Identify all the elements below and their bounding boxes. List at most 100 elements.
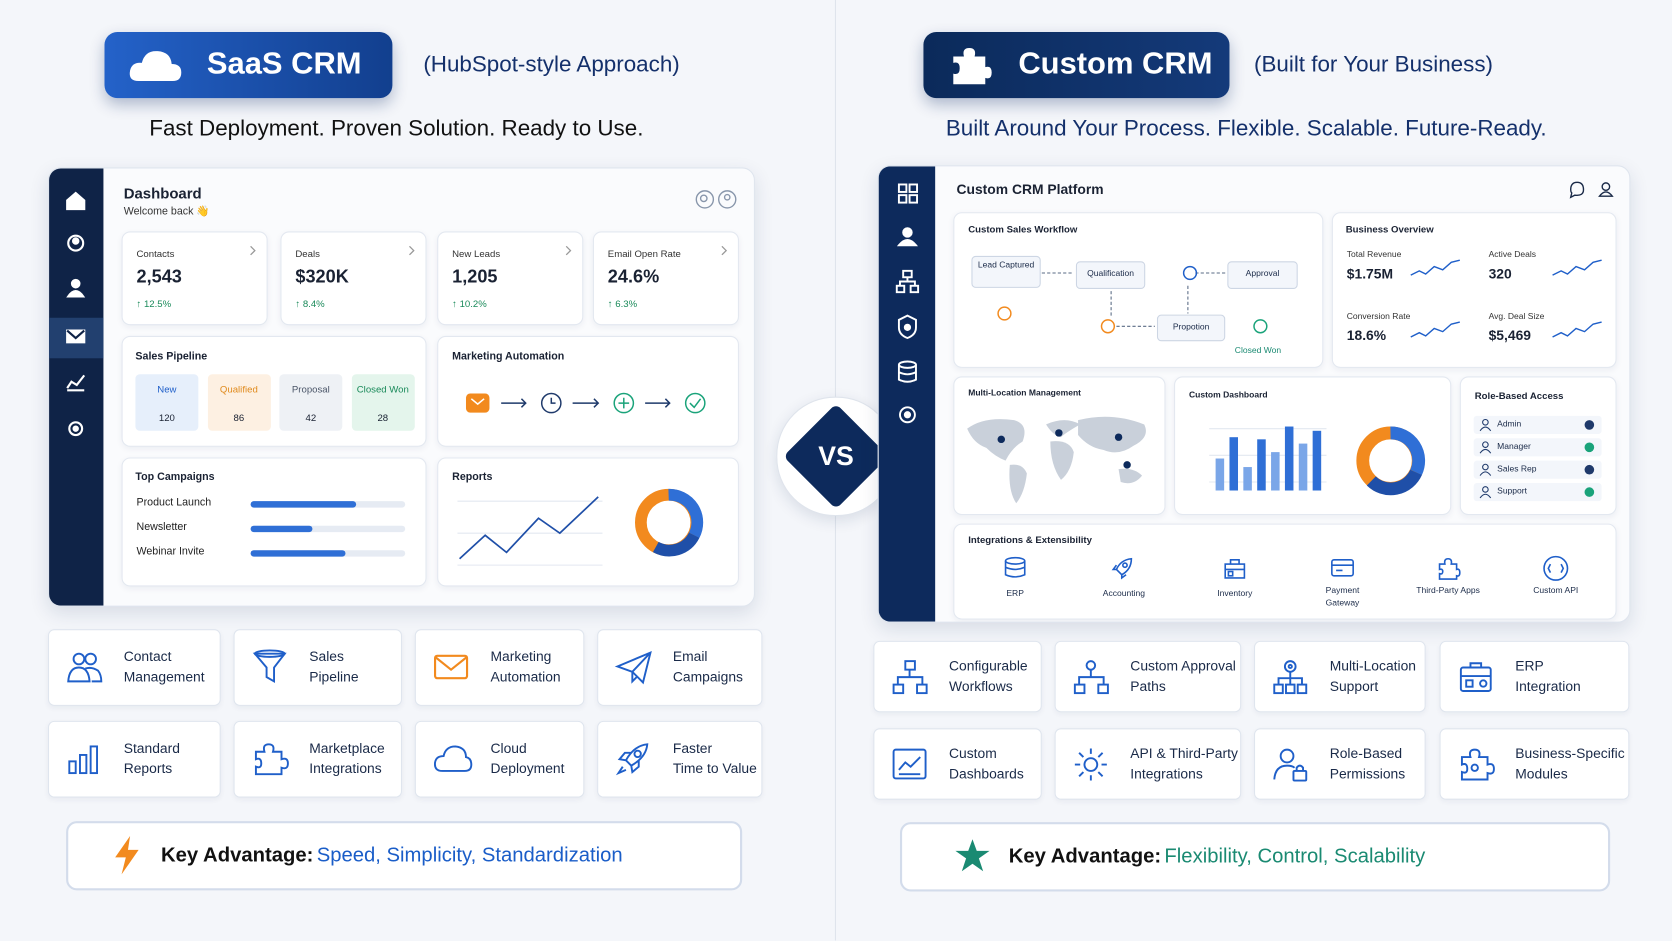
feature-label: Integrations	[1130, 765, 1203, 782]
adv-text: Flexibility, Control, Scalability	[1164, 845, 1426, 868]
tagline: Fast Deployment. Proven Solution. Ready …	[149, 116, 644, 141]
role-name: Admin	[1497, 419, 1522, 429]
campaign-bar	[250, 501, 357, 508]
feature-label: Workflows	[949, 677, 1013, 694]
stage-name: Closed Won	[356, 383, 409, 395]
feature-card: Configurable Workflows	[873, 640, 1042, 713]
sidebar-icons	[66, 191, 86, 437]
dash-title: Custom CRM Platform	[956, 181, 1104, 198]
feature-label: Integrations	[309, 760, 382, 777]
feature-icon	[67, 652, 103, 683]
role-name: Support	[1497, 486, 1528, 496]
role-check	[1584, 420, 1595, 430]
saas-advantage: Key Advantage: Speed, Simplicity, Standa…	[66, 821, 743, 891]
feature-icon	[252, 649, 287, 684]
metric-label: Conversion Rate	[1346, 311, 1411, 321]
automation-flow	[465, 392, 706, 414]
feature-icon	[615, 743, 649, 776]
kpi-card: New Leads 1,205 ↑ 10.2%	[437, 231, 584, 326]
stage-name: Qualified	[219, 383, 258, 395]
card-title: Custom Sales Workflow	[968, 223, 1078, 235]
badge-text: Custom CRM	[1018, 46, 1213, 82]
integration-icon	[1543, 555, 1569, 581]
feature-label: Sales	[309, 648, 344, 665]
chevron	[409, 245, 415, 256]
saas-badge: SaaS CRM	[104, 31, 393, 99]
star-icon	[955, 839, 990, 872]
campaigns-card: Top Campaigns Product Launch Newsletter Web…	[121, 457, 427, 587]
kpi-change: ↑ 6.3%	[607, 298, 638, 310]
feature-icon	[433, 745, 473, 772]
feature-card: ERP Integration	[1439, 640, 1630, 713]
feature-label: Paths	[1130, 677, 1166, 694]
feature-label: Campaigns	[672, 668, 743, 685]
stage: Proposal 42	[279, 374, 343, 431]
stage: Closed Won 28	[351, 374, 415, 431]
card-title: Sales Pipeline	[135, 350, 208, 363]
integration-label: ERP	[1006, 588, 1024, 599]
header-icons	[1569, 181, 1614, 199]
donut-mockup	[1356, 426, 1426, 496]
integration-label: Custom API	[1533, 585, 1579, 596]
workflow-card: Custom Sales Workflow Lead Captured Qualif…	[953, 212, 1324, 368]
chart-card: Custom Dashboard	[1174, 376, 1452, 516]
feature-label: Custom Approval	[1130, 657, 1236, 674]
node-label: Closed Won	[1234, 345, 1282, 356]
feature-label: API & Third-Party	[1130, 744, 1238, 761]
feature-icon	[1273, 659, 1308, 694]
stage-count: 120	[158, 412, 175, 424]
feature-icon	[1073, 659, 1109, 694]
automation-card: Marketing Automation	[437, 335, 739, 447]
feature-icon	[433, 654, 469, 680]
role-check	[1584, 464, 1595, 475]
feature-icon	[68, 745, 98, 775]
feature-label: Reports	[123, 760, 173, 777]
card-title: Marketing Automation	[452, 350, 565, 363]
role-name: Sales Rep	[1497, 463, 1537, 474]
feature-card: Contact Management	[47, 629, 221, 706]
feature-label: Role-Based	[1329, 744, 1403, 761]
tagline: Built Around Your Process. Flexible. Sca…	[945, 116, 1547, 141]
campaign-name: Newsletter	[136, 521, 187, 534]
feature-label: Cloud	[490, 740, 527, 757]
integration-icon	[1438, 557, 1461, 580]
kpi-label: New Leads	[452, 248, 501, 260]
role-check	[1584, 487, 1595, 497]
feature-label: Deployment	[490, 760, 565, 777]
card-title: Role-Based Access	[1474, 390, 1564, 401]
kpi-value: 24.6%	[607, 266, 660, 287]
feature-card: Sales Pipeline	[233, 629, 403, 706]
node-label: Qualification	[1087, 268, 1135, 279]
feature-label: Custom	[949, 744, 997, 761]
integration-label: Inventory	[1217, 588, 1253, 599]
feature-card: API & Third-Party Integrations	[1054, 728, 1242, 800]
feature-label: Marketplace	[309, 740, 385, 757]
feature-card: Marketplace Integrations	[233, 720, 403, 798]
kpi-value: 1,205	[452, 266, 498, 287]
feature-label: Pipeline	[309, 668, 359, 685]
feature-label: Contact	[123, 648, 172, 665]
feature-label: Modules	[1515, 765, 1568, 782]
role-icon	[1479, 486, 1492, 499]
feature-label: Time to Value	[672, 760, 757, 777]
workflow-node: Propotion	[1156, 314, 1226, 342]
card-title: Top Campaigns	[135, 471, 215, 484]
integration-icon	[1224, 559, 1246, 579]
subtitle: (Built for Your Business)	[1254, 52, 1493, 77]
feature-card: Role-Based Permissions	[1254, 728, 1426, 800]
world-map	[967, 416, 1146, 504]
chevron	[721, 245, 728, 256]
kpi-card: Contacts 2,543 ↑ 12.5%	[121, 231, 268, 326]
feature-label: Dashboards	[949, 765, 1024, 782]
custom-dashboard: Custom CRM Platform Custom Sales Workflo…	[877, 165, 1631, 623]
feature-icon	[254, 743, 289, 776]
feature-card: Custom Dashboards	[873, 728, 1042, 800]
kpi-change: ↑ 10.2%	[452, 298, 487, 310]
custom-advantage: Key Advantage: Flexibility, Control, Sca…	[899, 822, 1611, 892]
node-label: Propotion	[1172, 322, 1210, 332]
stage: New 120	[135, 374, 199, 431]
feature-card: Cloud Deployment	[414, 720, 585, 798]
role-name: Manager	[1497, 441, 1531, 452]
role-icon	[1479, 463, 1492, 476]
